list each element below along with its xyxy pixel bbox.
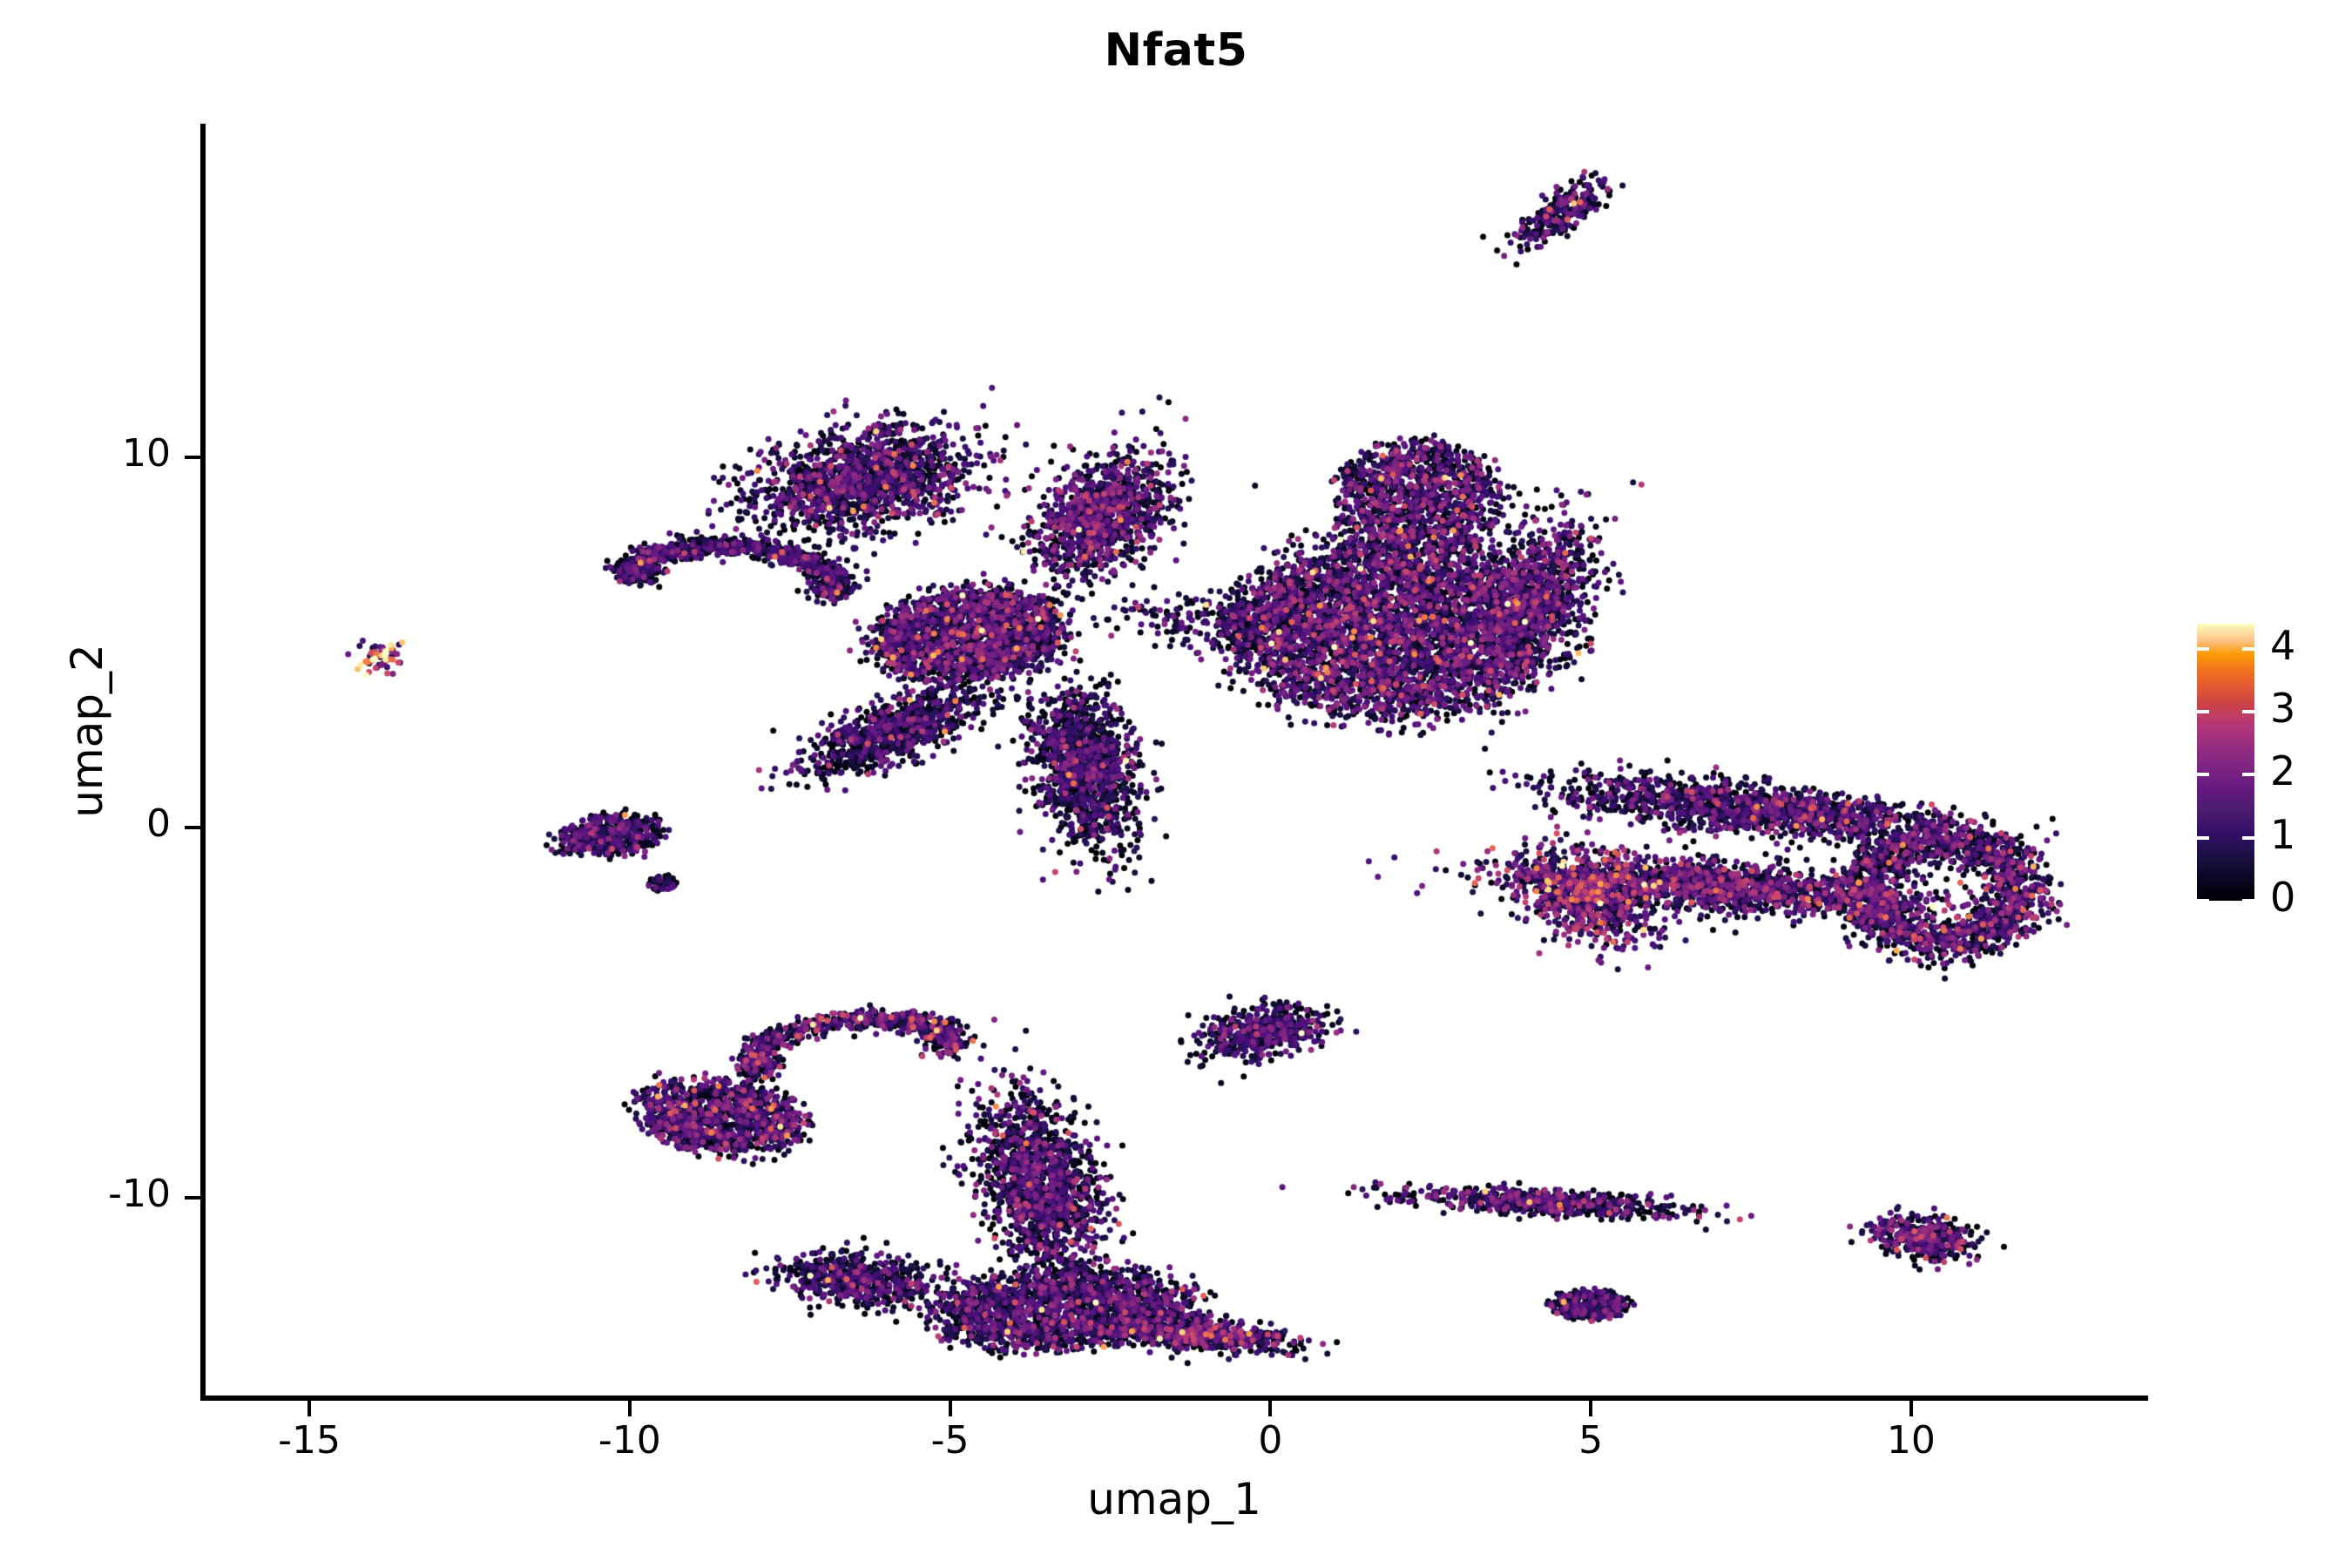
colorbar-tick-mark [2197,773,2209,777]
x-tick-mark [627,1401,632,1416]
colorbar-tick-label: 0 [2270,874,2296,921]
colorbar-tick-mark [2242,773,2254,777]
x-axis-label: umap_1 [1087,1474,1261,1524]
y-tick-mark [185,455,200,459]
colorbar-tick-label: 4 [2270,621,2296,669]
colorbar-tick-mark [2197,710,2209,714]
y-axis-label: umap_2 [62,644,112,818]
colorbar-tick-mark [2242,646,2254,651]
x-tick-mark [1268,1401,1273,1416]
colorbar-tick-mark [2242,835,2254,840]
colorbar-tick-mark [2197,646,2209,651]
colorbar-tick-label: 2 [2270,747,2296,795]
colorbar-tick-mark [2197,835,2209,840]
scatter-plot-canvas [200,124,2148,1398]
y-tick-label: -10 [108,1172,171,1217]
colorbar-tick-mark [2242,710,2254,714]
x-tick-mark [308,1401,312,1416]
x-tick-mark [1909,1401,1913,1416]
page-title: Nfat5 [1104,24,1248,77]
x-tick-label: 5 [1578,1418,1604,1463]
x-tick-label: 0 [1258,1418,1283,1463]
y-tick-mark [185,1196,200,1200]
x-tick-label: -10 [598,1418,661,1463]
x-axis-spine [200,1396,2148,1401]
x-tick-mark [948,1401,952,1416]
y-tick-label: 10 [122,430,171,476]
x-tick-mark [1589,1401,1593,1416]
plot-axes-area [200,124,2148,1398]
colorbar [2197,624,2254,901]
colorbar-tick-mark [2197,899,2209,902]
colorbar-tick-label: 1 [2270,810,2296,858]
colorbar-tick-label: 3 [2270,685,2296,733]
x-tick-label: -5 [930,1418,970,1463]
x-tick-label: 10 [1886,1418,1936,1463]
y-axis-spine [200,124,206,1401]
x-tick-label: -15 [278,1418,341,1463]
y-tick-label: 0 [146,801,171,847]
colorbar-gradient [2197,624,2254,901]
colorbar-tick-mark [2242,899,2254,902]
y-tick-mark [185,826,200,830]
